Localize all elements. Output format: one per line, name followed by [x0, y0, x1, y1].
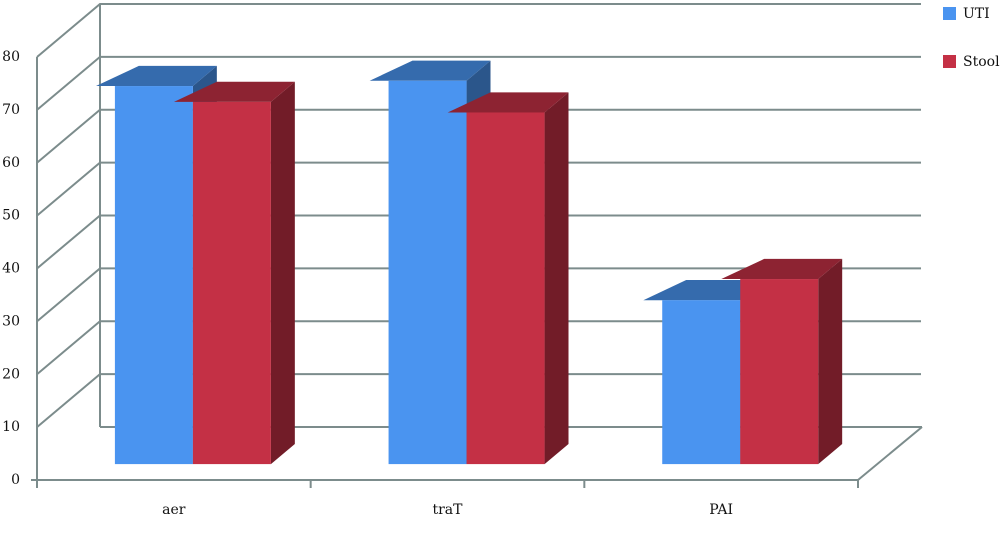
x-tick-label: PAI: [709, 502, 733, 518]
legend-label: UTI: [963, 6, 990, 22]
y-tick-label: 10: [2, 419, 20, 435]
legend-swatch: [943, 7, 956, 20]
grid-line: [36, 55, 921, 111]
grid-line: [36, 267, 921, 323]
y-tick-label: 50: [2, 208, 20, 224]
grid-line: [36, 320, 921, 376]
grid-line: [36, 214, 921, 270]
bar-side: [544, 92, 569, 465]
bar: [388, 80, 467, 465]
y-tick-label: 20: [2, 366, 20, 382]
y-tick-label: 0: [11, 472, 20, 488]
grid-line: [36, 3, 921, 58]
bar: [114, 86, 193, 465]
bar-top: [369, 60, 491, 81]
bar: [740, 279, 819, 465]
grid-line: [36, 108, 921, 164]
bar: [662, 300, 741, 465]
bar: [192, 101, 271, 465]
bar-side: [818, 258, 843, 465]
bar-top: [447, 92, 569, 113]
bar-top: [96, 65, 217, 87]
x-tick-label: aer: [162, 502, 186, 518]
y-tick-label: 60: [2, 155, 20, 171]
bar-top: [721, 258, 843, 280]
grid-line: [36, 161, 921, 217]
y-tick-label: 80: [2, 49, 20, 65]
bar-top: [643, 280, 765, 301]
y-tick-label: 70: [2, 102, 20, 118]
y-tick-label: 30: [2, 313, 20, 329]
bar: [466, 112, 545, 465]
legend-label: Stool: [963, 54, 1000, 70]
grid-line: [36, 373, 921, 428]
bar-side: [270, 81, 295, 465]
x-tick-label: traT: [432, 502, 463, 518]
bar-top: [174, 81, 295, 102]
legend-swatch: [943, 55, 956, 68]
y-tick-label: 40: [2, 261, 20, 277]
